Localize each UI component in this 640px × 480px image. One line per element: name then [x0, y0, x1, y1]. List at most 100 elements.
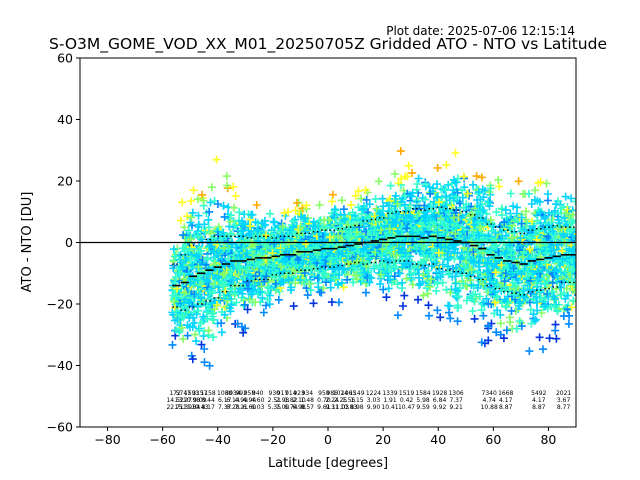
data-point: [450, 254, 459, 263]
data-point: [301, 214, 310, 223]
y-tick-label: −60: [47, 420, 73, 435]
data-point: [427, 205, 436, 214]
data-point: [496, 319, 505, 328]
data-point: [401, 206, 410, 215]
bin-annotation-std: 11.03: [332, 404, 349, 411]
data-point: [376, 270, 385, 279]
bin-annotation-count: 1593: [184, 390, 199, 397]
bin-annotation-mean: 6.84: [433, 397, 447, 404]
data-point: [551, 326, 560, 335]
bin-annotation-mean: 1.82: [284, 397, 298, 404]
data-point: [469, 229, 478, 238]
bin-annotation-mean: 4.17: [499, 397, 513, 404]
bin-annotation-count: 958: [244, 390, 256, 397]
data-point: [210, 305, 219, 314]
data-point: [357, 194, 365, 203]
data-point: [179, 334, 188, 343]
bin-annotation-count: 1158: [200, 390, 215, 397]
data-point: [385, 201, 393, 210]
data-point: [192, 252, 201, 261]
data-point: [287, 244, 296, 253]
data-point: [419, 291, 428, 300]
data-point: [443, 224, 451, 233]
data-point: [271, 279, 280, 288]
data-point: [189, 293, 198, 302]
data-point: [384, 284, 393, 293]
data-point: [433, 192, 442, 201]
data-point: [220, 212, 229, 221]
data-point: [526, 298, 534, 307]
data-point: [511, 281, 520, 290]
data-point: [387, 246, 396, 255]
data-point: [499, 237, 508, 246]
data-point: [534, 267, 543, 276]
data-point: [497, 204, 506, 213]
data-point: [427, 262, 436, 270]
data-point: [176, 216, 185, 225]
bin-annotation-mean: 3.03: [367, 397, 381, 404]
data-point: [177, 311, 186, 320]
data-point: [226, 280, 235, 289]
data-point: [424, 248, 433, 257]
data-point: [325, 233, 334, 242]
data-point: [393, 311, 402, 320]
data-point: [494, 175, 503, 184]
data-point: [568, 247, 576, 256]
data-point: [284, 231, 293, 239]
data-point: [186, 218, 195, 227]
data-point: [171, 273, 180, 281]
data-point: [466, 211, 475, 220]
data-point: [468, 290, 477, 299]
bin-annotation-std: 10.47: [398, 404, 415, 411]
bin-annotation-std: 6.74: [284, 404, 298, 411]
data-point: [343, 258, 352, 267]
data-point: [557, 283, 566, 292]
data-point: [453, 303, 462, 312]
data-point: [420, 201, 429, 210]
data-point: [441, 185, 450, 194]
data-point: [573, 272, 576, 275]
data-point: [204, 223, 213, 232]
bin-annotation-std: 10.83: [340, 404, 357, 411]
y-tick-label: 20: [57, 174, 73, 189]
data-point: [502, 302, 511, 311]
data-point: [510, 215, 519, 224]
data-point: [223, 181, 232, 190]
bin-annotation-mean: 0.42: [400, 397, 414, 404]
data-point: [183, 212, 192, 221]
data-point: [378, 194, 387, 203]
data-point: [424, 266, 433, 275]
data-point: [416, 247, 425, 256]
data-point: [205, 287, 214, 296]
data-point: [371, 194, 380, 203]
data-point: [419, 270, 428, 279]
data-point: [399, 302, 407, 310]
data-point: [334, 280, 342, 289]
data-point: [184, 226, 193, 235]
data-point: [552, 334, 561, 343]
bin-annotation-std: 8.57: [301, 404, 315, 411]
data-point: [212, 155, 221, 164]
data-point: [204, 326, 213, 335]
data-point: [319, 284, 328, 293]
data-point: [484, 322, 493, 331]
bin-annotation-count: 3034: [225, 390, 240, 397]
data-point: [194, 262, 203, 271]
data-point: [208, 312, 217, 321]
data-point: [203, 301, 212, 310]
data-point: [259, 240, 268, 249]
data-point: [509, 202, 518, 211]
data-point: [452, 222, 460, 230]
data-point: [251, 218, 260, 227]
data-point: [420, 256, 429, 265]
data-point: [467, 265, 476, 274]
bin-annotation-count: 930: [269, 390, 281, 397]
data-point: [388, 218, 397, 227]
data-point: [482, 294, 491, 303]
data-point: [524, 268, 533, 277]
data-point: [220, 310, 229, 319]
data-point: [424, 301, 433, 310]
data-point: [400, 191, 409, 200]
